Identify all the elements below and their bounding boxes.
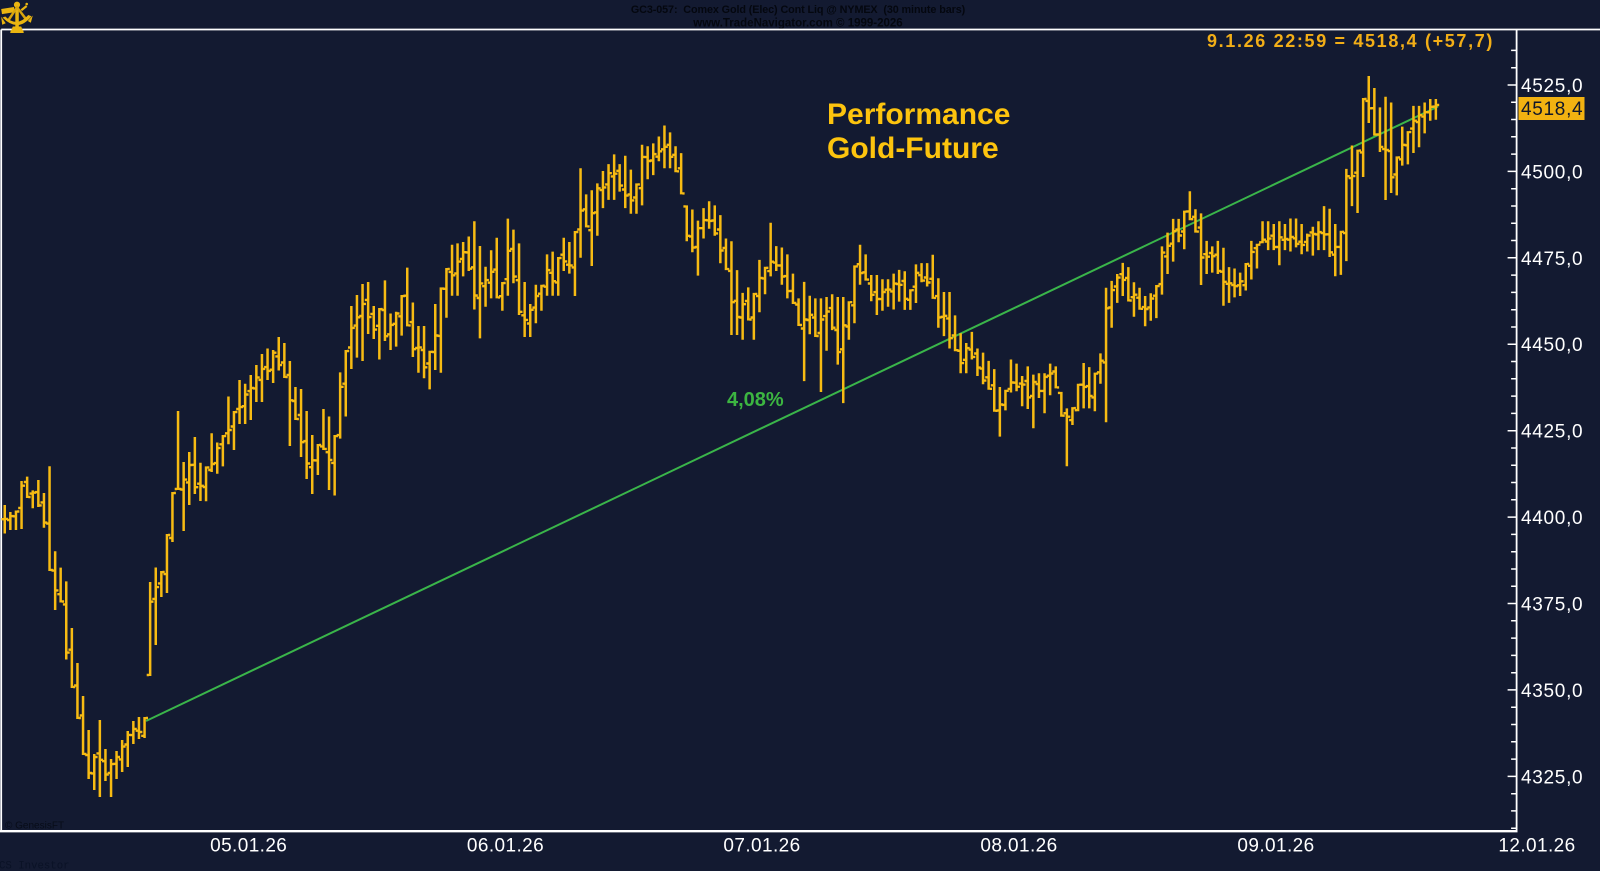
svg-text:4375,0: 4375,0 (1521, 595, 1583, 616)
svg-text:12.01.26: 12.01.26 (1498, 836, 1575, 857)
svg-text:4500,0: 4500,0 (1521, 162, 1583, 183)
svg-text:07.01.26: 07.01.26 (723, 836, 800, 857)
svg-text:06.01.26: 06.01.26 (467, 836, 544, 857)
svg-text:4400,0: 4400,0 (1521, 508, 1583, 529)
svg-text:08.01.26: 08.01.26 (980, 836, 1057, 857)
svg-text:www.TradeNavigator.com © 1999-: www.TradeNavigator.com © 1999-2026 (692, 18, 902, 30)
svg-text:4518,4: 4518,4 (1521, 99, 1583, 120)
svg-text:Gold-Future: Gold-Future (827, 132, 999, 165)
svg-text:4350,0: 4350,0 (1521, 681, 1583, 702)
svg-text:4425,0: 4425,0 (1521, 422, 1583, 443)
svg-text:4,08%: 4,08% (727, 389, 784, 411)
svg-text:09.01.26: 09.01.26 (1237, 836, 1314, 857)
svg-text:4525,0: 4525,0 (1521, 76, 1583, 97)
svg-text:05.01.26: 05.01.26 (210, 836, 287, 857)
svg-text:9.1.26 22:59 = 4518,4 (+57,7): 9.1.26 22:59 = 4518,4 (+57,7) (1207, 31, 1494, 51)
svg-text:GC3-057: Comex Gold (Elec) Co: GC3-057: Comex Gold (Elec) Cont Liq @ NY… (631, 4, 966, 16)
svg-text:CS Investor: CS Investor (0, 861, 70, 871)
svg-text:4450,0: 4450,0 (1521, 335, 1583, 356)
svg-text:4475,0: 4475,0 (1521, 249, 1583, 270)
svg-text:Performance: Performance (827, 98, 1010, 131)
svg-text:4325,0: 4325,0 (1521, 767, 1583, 788)
svg-text:© GenesisFT: © GenesisFT (5, 821, 64, 832)
